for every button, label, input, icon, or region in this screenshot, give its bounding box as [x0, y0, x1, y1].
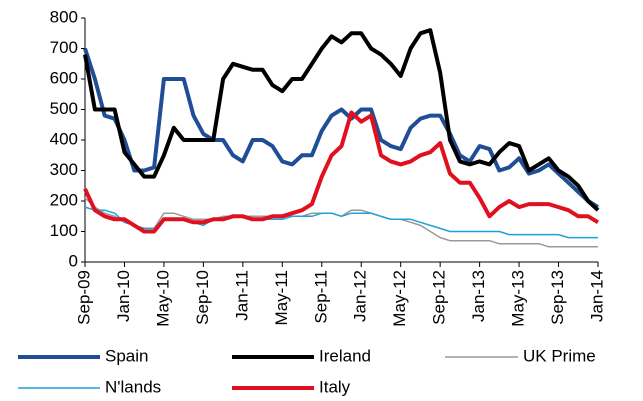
- legend-label: Spain: [105, 346, 148, 365]
- series-line: [83, 110, 600, 234]
- y-tick-label: 600: [50, 68, 78, 87]
- y-tick-label: 700: [50, 38, 78, 57]
- legend-label: N'lands: [105, 377, 161, 396]
- y-tick-label: 800: [50, 7, 78, 26]
- x-tick-label: May-13: [509, 270, 528, 327]
- x-tick-label: Sep-13: [548, 270, 567, 325]
- legend-label: Ireland: [319, 346, 371, 365]
- x-tick-label: May-10: [153, 270, 172, 327]
- y-tick-label: 0: [69, 251, 78, 270]
- y-tick-label: 300: [50, 160, 78, 179]
- x-tick-label: Jan-12: [351, 270, 370, 322]
- legend-label: UK Prime: [523, 346, 596, 365]
- series-line: [83, 28, 600, 212]
- x-tick-label: Sep-09: [74, 270, 93, 325]
- y-tick-label: 400: [50, 129, 78, 148]
- x-tick-label: Jan-10: [114, 270, 133, 322]
- x-tick-label: May-12: [390, 270, 409, 327]
- x-tick-label: Jan-11: [232, 270, 251, 321]
- x-tick-label: Sep-12: [430, 270, 449, 325]
- x-tick-label: Jan-13: [469, 270, 488, 322]
- x-tick-label: May-11: [272, 270, 291, 325]
- legend-label: Italy: [319, 377, 351, 396]
- series-line: [83, 47, 600, 209]
- y-tick-label: 100: [50, 221, 78, 240]
- y-tick-label: 500: [50, 99, 78, 118]
- x-tick-label: Sep-10: [193, 270, 212, 325]
- y-tick-label: 200: [50, 190, 78, 209]
- x-tick-label: Jan-14: [587, 270, 606, 322]
- x-tick-label: Sep-11: [311, 270, 330, 324]
